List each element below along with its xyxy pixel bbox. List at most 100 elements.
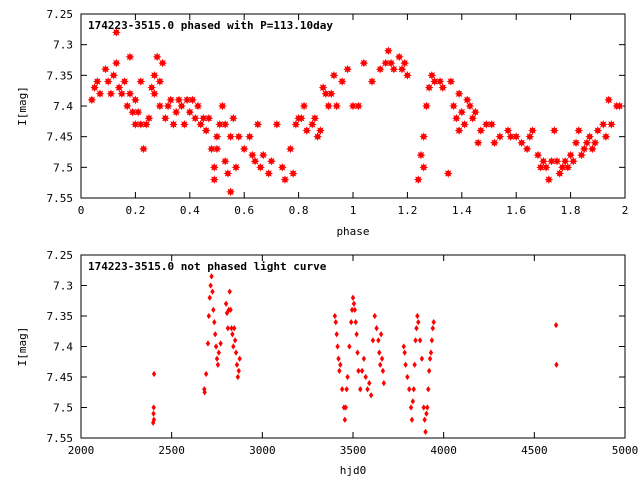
x-axis-title: hjd0 (340, 464, 367, 477)
data-point-diamond (227, 288, 232, 295)
data-point-star (324, 101, 333, 111)
data-point-diamond (347, 343, 352, 350)
data-point-diamond (411, 386, 416, 393)
y-tick-label: 7.4 (53, 100, 73, 113)
data-point-star (329, 70, 339, 80)
data-point-diamond (338, 361, 343, 368)
data-point-star (117, 89, 127, 99)
data-point-star (383, 46, 393, 56)
data-point-star (313, 132, 323, 142)
data-point-diamond (202, 389, 207, 396)
data-point-diamond (423, 428, 428, 436)
data-point-star (196, 120, 206, 129)
data-point-star (245, 132, 255, 142)
data-point-star (133, 107, 143, 117)
data-point-star (413, 175, 423, 184)
data-point-star (574, 126, 584, 135)
data-point-star (160, 113, 170, 123)
data-point-star (590, 138, 600, 148)
data-point-star (552, 156, 562, 166)
x-tick-label: 2 (622, 204, 629, 217)
x-tick-label: 4000 (430, 444, 457, 457)
data-point-star (201, 126, 211, 135)
data-point-diamond (353, 318, 358, 326)
data-point-diamond (336, 355, 341, 362)
data-point-diamond (225, 325, 231, 332)
data-point-diamond (332, 312, 338, 320)
data-point-star (163, 101, 173, 111)
data-point-star (150, 89, 159, 99)
data-point-diamond (361, 355, 367, 362)
data-point-star (579, 144, 589, 154)
data-point-star (310, 113, 320, 123)
data-point-diamond (337, 367, 342, 375)
data-point-star (302, 126, 312, 135)
data-point-diamond (209, 273, 214, 280)
data-point-star (454, 89, 464, 99)
data-point-diamond (359, 367, 365, 375)
data-point-star (95, 89, 105, 99)
data-point-star (131, 120, 140, 129)
data-point-diamond (421, 404, 426, 411)
y-tick-label: 7.3 (53, 280, 73, 293)
data-point-diamond (207, 294, 212, 301)
y-tick-label: 7.4 (53, 341, 73, 354)
data-point-star (286, 144, 295, 154)
data-point-diamond (355, 349, 360, 356)
data-point-star (541, 162, 551, 172)
data-point-star (495, 132, 505, 142)
data-point-diamond (416, 318, 421, 326)
data-point-star (299, 101, 309, 111)
data-point-diamond (429, 337, 435, 344)
data-point-diamond (232, 325, 237, 332)
data-point-star (337, 77, 347, 86)
data-point-star (343, 64, 352, 74)
x-tick-label: 0.4 (180, 204, 200, 217)
data-point-star (430, 77, 439, 86)
data-point-star (451, 113, 461, 123)
data-point-star (136, 120, 146, 129)
data-point-star (103, 77, 113, 86)
data-point-star (321, 89, 331, 99)
data-point-diamond (403, 361, 408, 368)
data-point-star (125, 52, 135, 62)
data-point-star (139, 144, 148, 154)
data-point-star (315, 126, 325, 135)
y-tick-label: 7.35 (47, 69, 74, 82)
data-point-star (256, 162, 265, 172)
data-point-star (209, 175, 219, 184)
data-point-diamond (345, 373, 350, 381)
x-tick-label: 3000 (249, 444, 276, 457)
data-point-star (212, 144, 222, 154)
data-point-diamond (230, 331, 235, 338)
data-point-star (144, 113, 154, 123)
data-point-star (226, 187, 235, 197)
data-point-diamond (232, 337, 238, 344)
x-tick-label: 0 (78, 204, 85, 217)
data-point-star (207, 144, 216, 154)
data-point-star (182, 95, 192, 105)
y-axis-title: I[mag] (16, 327, 29, 367)
data-point-diamond (409, 416, 415, 423)
data-point-diamond (216, 349, 221, 356)
data-point-star (169, 120, 178, 129)
data-point-diamond (339, 386, 345, 393)
y-tick-label: 7.3 (53, 39, 73, 52)
data-point-star (400, 58, 410, 68)
data-point-star (422, 101, 431, 111)
data-point-diamond (365, 386, 370, 393)
data-point-diamond (210, 288, 215, 295)
data-point-star (288, 169, 298, 178)
data-point-star (568, 156, 578, 166)
data-point-star (544, 175, 554, 184)
y-tick-label: 7.55 (47, 432, 74, 445)
data-point-diamond (426, 367, 432, 375)
y-tick-label: 7.25 (47, 8, 74, 21)
data-point-diamond (343, 404, 348, 411)
data-point-diamond (376, 337, 381, 344)
data-point-star (533, 150, 543, 160)
data-point-star (111, 58, 121, 68)
data-point-star (220, 156, 230, 166)
data-point-star (397, 64, 407, 74)
